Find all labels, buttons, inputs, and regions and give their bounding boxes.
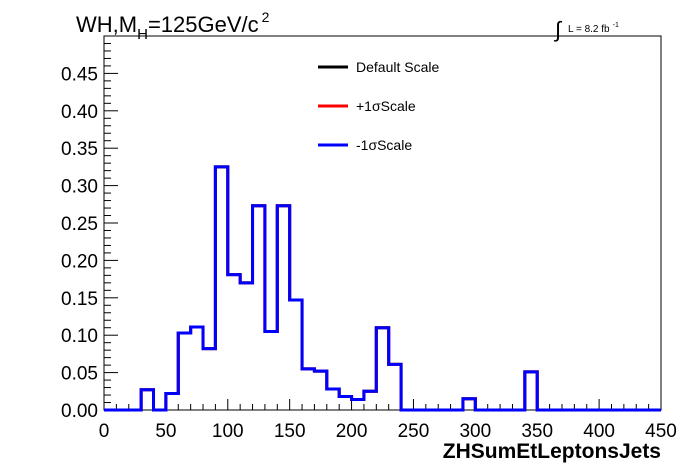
y-tick-label: 0.10: [61, 326, 98, 347]
title-main: WH,MH=125GeV/c 2: [76, 9, 270, 43]
y-tick-label: 0.40: [61, 102, 98, 123]
series-line-3: [104, 165, 661, 412]
x-tick-label: 450: [645, 421, 677, 442]
series-line-1: [104, 165, 661, 412]
x-tick-label: 0: [99, 421, 110, 442]
x-tick-label: 300: [459, 421, 491, 442]
x-tick-label: 350: [521, 421, 553, 442]
y-tick-label: 0.05: [61, 364, 98, 385]
x-tick-label: 150: [274, 421, 306, 442]
x-tick-label: 250: [398, 421, 430, 442]
series-layer: [104, 165, 661, 412]
y-tick-label: 0.30: [61, 177, 98, 198]
y-tick-label: 0.20: [61, 251, 98, 272]
y-tick-label: 0.35: [61, 139, 98, 160]
plot-frame: [103, 35, 662, 411]
luminosity-label: ∫ L = 8.2 fb -1: [553, 17, 619, 42]
legend-label: -1σScale: [356, 137, 412, 153]
legend-label: +1σScale: [356, 98, 416, 114]
x-tick-label: 400: [583, 421, 615, 442]
y-tick-label: 0.15: [61, 289, 98, 310]
y-tick-label: 0.00: [61, 401, 98, 422]
y-tick-label: 0.45: [61, 64, 98, 85]
luminosity-text: L = 8.2 fb -1: [568, 22, 619, 35]
x-tick-label: 200: [336, 421, 368, 442]
x-tick-label: 50: [155, 421, 176, 442]
integral-symbol: ∫: [553, 17, 563, 42]
y-tick-label: 0.25: [61, 214, 98, 235]
title: WH,MH=125GeV/c 2: [76, 9, 270, 43]
x-tick-label: 100: [212, 421, 244, 442]
axis-ticks: 0 50 100 150 200 250 300 350 400 450 0.00 0.05 0.10 0…: [61, 42, 677, 442]
legend-label: Default Scale: [356, 59, 439, 75]
legend: Default Scale +1σScale -1σScale: [318, 59, 439, 153]
x-axis-label: ZHSumEtLeptonsJets: [443, 440, 661, 463]
series-line-2: [104, 165, 661, 412]
title-superscript: 2: [262, 9, 270, 25]
title-subscript: H: [137, 26, 148, 43]
